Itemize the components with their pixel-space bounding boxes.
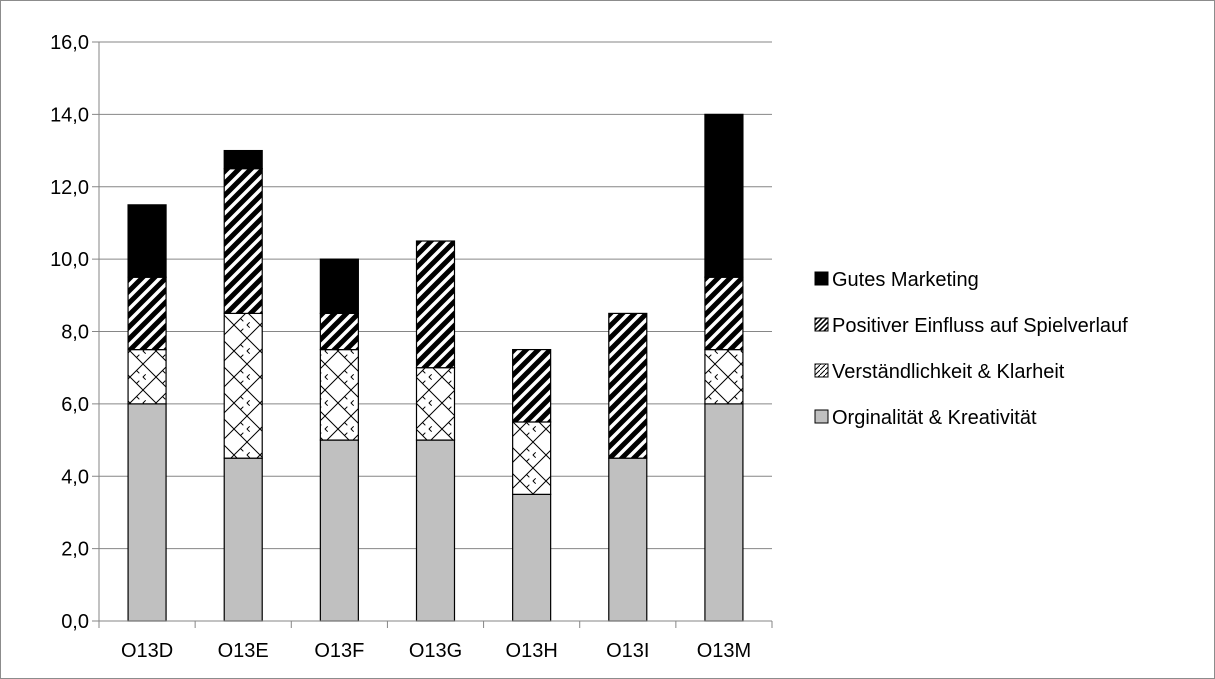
bar-segment (415, 367, 456, 441)
y-tick-label: 6,0 (61, 394, 89, 416)
bar-segment (127, 204, 167, 278)
bar-segment (319, 439, 359, 622)
x-tick-label: O13M (697, 640, 751, 662)
bar-segment (512, 493, 552, 622)
x-tick-label: O13I (606, 640, 649, 662)
y-tick-label: 8,0 (61, 322, 89, 344)
y-tick-label: 10,0 (50, 249, 89, 271)
bars (127, 113, 744, 622)
y-tick-label: 16,0 (50, 32, 89, 54)
bar-segment (704, 276, 744, 351)
y-tick-label: 0,0 (61, 611, 89, 633)
x-tick-label: O13E (218, 640, 269, 662)
legend-label: Verständlichkeit & Klarheit (832, 361, 1065, 383)
legend-swatch (814, 409, 829, 424)
x-tick-label: O13H (506, 640, 558, 662)
y-tick-label: 4,0 (61, 466, 89, 488)
bar-segment (608, 312, 648, 459)
x-tick-label: O13G (409, 640, 462, 662)
legend: Gutes Marketing Positiver Einfluss auf Sp… (814, 269, 1128, 429)
y-tick-label: 14,0 (50, 104, 89, 126)
x-tick-label: O13D (121, 640, 173, 662)
bar-segment (415, 240, 456, 369)
legend-swatch (814, 317, 829, 332)
bar-segment (127, 403, 167, 622)
bar-segment (223, 457, 263, 622)
bar-segment (704, 113, 744, 278)
bar-segment (223, 312, 263, 459)
legend-label: Positiver Einfluss auf Spielverlauf (832, 315, 1128, 337)
bar-segment (223, 149, 263, 170)
bar-segment (704, 348, 744, 405)
bar-segment (127, 276, 167, 351)
bar-segment (512, 348, 552, 423)
y-tick-label: 2,0 (61, 539, 89, 561)
tick-labels: 0,0 2,0 4,0 6,0 8,0 10,0 12,0 14,0 16,0 O13D O13E O… (50, 32, 751, 662)
bar-segment (319, 348, 359, 441)
bar-segment (415, 439, 456, 622)
legend-label: Gutes Marketing (832, 269, 979, 291)
legend-swatch (814, 271, 829, 286)
y-tick-label: 12,0 (50, 177, 89, 199)
bar-segment (512, 421, 552, 495)
legend-swatch (814, 363, 829, 378)
axes (92, 41, 773, 628)
x-tick-label: O13F (314, 640, 364, 662)
bar-segment (319, 258, 359, 315)
bar-segment (608, 457, 648, 622)
bar-segment (223, 168, 263, 315)
bar-segment (127, 348, 167, 405)
bar-segment (319, 312, 359, 351)
bar-segment (704, 403, 744, 622)
legend-label: Orginalität & Kreativität (832, 407, 1037, 429)
